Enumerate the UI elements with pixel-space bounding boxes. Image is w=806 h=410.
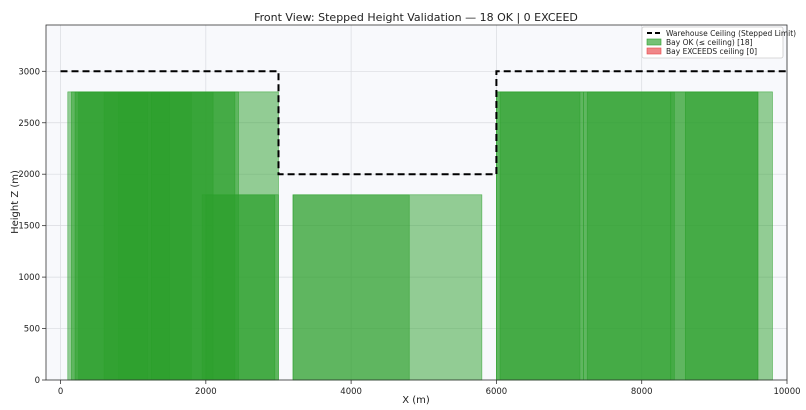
legend-box (641, 26, 784, 59)
bay-ok-bar-14 (586, 91, 675, 381)
y-tick-label-5: 2500 (18, 119, 40, 129)
y-tick-label-1: 500 (24, 325, 40, 335)
legend-ceiling-label: Warehouse Ceiling (Stepped Limit) (666, 29, 796, 38)
bay-ok-bar-16 (684, 91, 759, 381)
legend-ok-label: Bay OK (≤ ceiling) [18] (666, 38, 753, 47)
plot-frame (45, 24, 788, 381)
legend-exceed-swatch (646, 47, 662, 55)
x-tick-label-1: 2000 (195, 387, 217, 397)
y-tick-label-0: 0 (35, 376, 40, 386)
x-tick-label-4: 8000 (631, 387, 653, 397)
legend-exceed-label: Bay EXCEEDS ceiling [0] (666, 47, 757, 56)
bars (67, 91, 773, 381)
y-tick-label-2: 1000 (18, 273, 40, 283)
y-axis: 0 500 1000 1500 2000 2500 3000 (18, 67, 46, 386)
legend-ok-swatch (646, 38, 662, 46)
ceiling-line (60, 70, 787, 176)
x-tick-label-2: 4000 (340, 387, 362, 397)
y-tick-label-4: 2000 (18, 170, 40, 180)
legend: Warehouse Ceiling (Stepped Limit) Bay OK… (641, 26, 796, 59)
bay-ok-bar-10 (292, 194, 410, 381)
x-tick-label-5: 10000 (773, 387, 800, 397)
y-tick-label-6: 3000 (18, 67, 40, 77)
x-tick-label-3: 6000 (486, 387, 508, 397)
x-tick-label-0: 0 (58, 387, 63, 397)
bay-ok-bar-8 (205, 194, 276, 381)
bay-ok-bar-17 (499, 91, 581, 381)
x-axis-label: X (m) (402, 395, 430, 406)
x-axis: 0 2000 4000 6000 8000 10000 (58, 380, 801, 397)
y-axis-label: Height Z (m) (10, 170, 21, 234)
chart-title: Front View: Stepped Height Validation — … (254, 11, 578, 24)
y-tick-label-3: 1500 (18, 222, 40, 232)
